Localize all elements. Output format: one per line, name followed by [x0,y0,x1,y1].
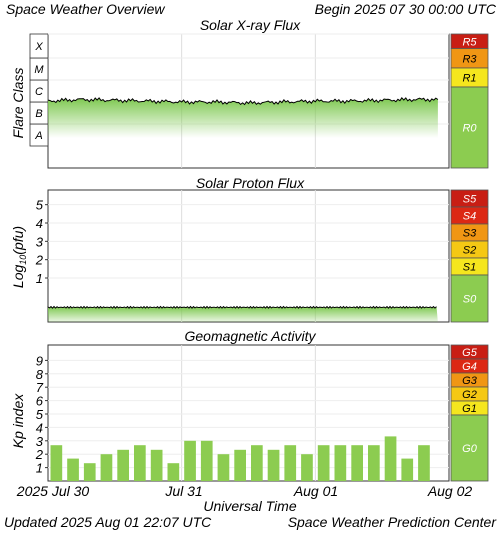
kp-bar [100,454,113,481]
kp-bar [50,445,63,481]
geomag-ylabel: Kp index [10,393,26,448]
xray-title: Solar X-ray Flux [200,17,301,33]
proton-scale-label-s5: S5 [463,194,477,206]
geomag-plot-frame [47,344,450,482]
proton-scale-label-s0: S0 [463,294,477,306]
kp-bar [167,463,180,481]
proton-ytick-label-3: 3 [36,234,44,249]
center-name: Space Weather Prediction Center [287,514,496,530]
xray-scale-r0 [450,86,489,169]
xray-scale-label-r1: R1 [462,73,476,85]
xray-class-label-b: B [35,108,42,120]
geomag-scale-g0 [450,414,489,482]
proton-ytick-label-5: 5 [36,198,44,213]
proton-scale-s0 [450,274,489,323]
proton-ytick-label-2: 2 [35,253,44,268]
xray-flux-line [47,96,439,106]
xray-scale-label-r0: R0 [462,123,477,135]
xray-class-label-m: M [34,64,44,76]
kp-bar [334,445,347,481]
geomag-scale-label-g0: G0 [462,443,478,455]
kp-bar [284,445,297,481]
kp-bar [368,445,380,481]
proton-ytick-label-1: 1 [36,271,43,286]
x-tick-aug02: Aug 02 [427,483,473,499]
geomag-ytick-label-9: 9 [36,353,43,368]
proton-flux-area [48,306,438,322]
proton-scale-label-s1: S1 [463,262,476,274]
geomag-ytick-label-3: 3 [36,434,44,449]
x-tick-aug01: Aug 01 [293,483,338,499]
x-tick-jul31: Jul 31 [164,483,202,499]
kp-bar [150,449,163,481]
kp-bar [217,454,230,481]
xray-class-label-a: A [34,130,42,142]
xray-class-box-x [29,33,49,59]
xray-ylabel: Flare Class [10,68,26,139]
kp-bar [267,449,280,481]
proton-flux-line [47,305,437,309]
proton-scale-label-s2: S2 [463,245,476,257]
geomag-ytick-label-2: 2 [35,447,44,462]
begin-time: Begin 2025 07 30 00:00 UTC [314,1,496,17]
xray-scale-label-r5: R5 [462,36,477,48]
geomag-ytick-label-4: 4 [36,420,43,435]
kp-bar [351,445,363,481]
geomag-scale-label-g5: G5 [462,347,478,359]
updated-time: Updated 2025 Aug 01 22:07 UTC [4,514,212,530]
kp-bar [234,449,246,481]
geomag-scale-label-g3: G3 [462,375,478,387]
page-title: Space Weather Overview [6,1,165,17]
kp-bar [301,454,313,481]
xray-scale-label-r3: R3 [462,53,477,65]
xray-flux-area [48,97,438,138]
x-tick-jul30: 2025 Jul 30 [16,483,90,499]
proton-plot-frame [47,189,450,323]
kp-bar [401,458,414,481]
kp-bar [317,445,330,481]
kp-bar [200,440,213,481]
geomag-ytick-label-6: 6 [36,394,44,409]
kp-bar [117,449,129,481]
geomag-ytick-label-5: 5 [36,407,44,422]
geomag-ytick-label-1: 1 [36,461,43,476]
geomag-ytick-label-8: 8 [36,367,44,382]
geomag-scale-label-g1: G1 [462,403,477,415]
kp-bar [184,440,196,481]
proton-ytick-label-4: 4 [36,216,43,231]
geomag-scale-label-g2: G2 [462,389,477,401]
proton-scale-label-s3: S3 [463,228,477,240]
proton-title: Solar Proton Flux [196,175,305,191]
kp-bar [384,436,397,481]
x-axis-label: Universal Time [203,498,296,514]
kp-bar [83,463,96,481]
kp-bar [418,445,430,481]
kp-bar [67,458,79,481]
kp-bar [251,445,263,481]
proton-scale-label-s4: S4 [463,211,476,223]
xray-class-label-c: C [35,86,43,98]
kp-bar [134,445,146,481]
geomag-title: Geomagnetic Activity [185,328,317,344]
proton-ylabel: Log10(pfu) [10,226,28,288]
geomag-scale-label-g4: G4 [462,361,477,373]
geomag-ytick-label-7: 7 [36,380,44,395]
xray-class-label-x: X [34,41,43,53]
